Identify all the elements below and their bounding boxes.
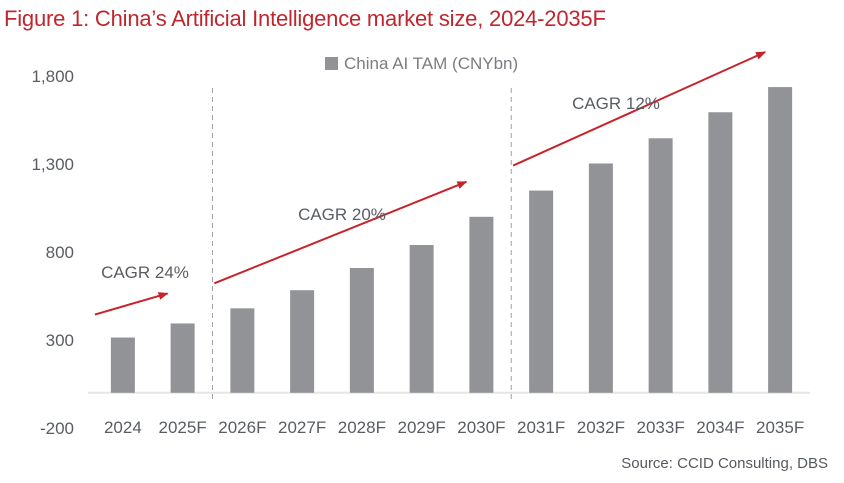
x-tick-label: 2027F	[278, 418, 326, 437]
x-tick-label: 2028F	[338, 418, 386, 437]
x-tick-label: 2033F	[637, 418, 685, 437]
y-tick-label: 300	[46, 331, 74, 350]
x-tick-label: 2024	[104, 418, 142, 437]
x-tick-label: 2034F	[696, 418, 744, 437]
cagr-label: CAGR 20%	[298, 205, 386, 224]
y-tick-label: 800	[46, 243, 74, 262]
bar-2027F	[290, 290, 315, 393]
bar-2030F	[469, 216, 494, 393]
bar-2024	[110, 337, 135, 393]
bar-2033F	[648, 138, 673, 393]
cagr-arrow	[214, 180, 468, 285]
legend-swatch	[325, 57, 338, 70]
y-tick-label: 1,300	[31, 155, 74, 174]
bar-2035F	[768, 87, 793, 393]
bar-2026F	[230, 308, 255, 393]
chart-title: Figure 1: China’s Artificial Intelligenc…	[4, 6, 606, 31]
y-tick-label: -200	[40, 419, 74, 438]
bar-2034F	[708, 112, 733, 393]
x-tick-label: 2031F	[517, 418, 565, 437]
x-tick-label: 2025F	[159, 418, 207, 437]
bar-2032F	[588, 163, 613, 393]
legend-label: China AI TAM (CNYbn)	[344, 54, 518, 73]
bar-2028F	[349, 268, 374, 393]
bar-2031F	[529, 190, 554, 393]
bar-2029F	[409, 244, 434, 393]
cagr-label: CAGR 24%	[101, 263, 189, 282]
x-tick-label: 2035F	[756, 418, 804, 437]
cagr-arrow	[512, 51, 767, 167]
x-tick-label: 2026F	[218, 418, 266, 437]
x-tick-label: 2032F	[577, 418, 625, 437]
source-note: Source: CCID Consulting, DBS	[621, 455, 828, 472]
x-tick-label: 2029F	[398, 418, 446, 437]
x-tick-label: 2030F	[457, 418, 505, 437]
y-tick-label: 1,800	[31, 67, 74, 86]
cagr-arrow	[94, 292, 169, 316]
cagr-label: CAGR 12%	[572, 94, 660, 113]
bar-2025F	[170, 323, 195, 393]
